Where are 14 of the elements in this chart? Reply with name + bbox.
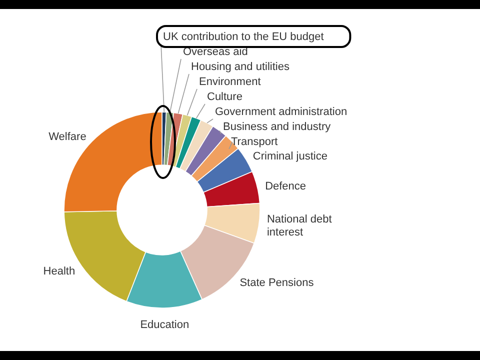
slice-label: Defence (265, 180, 306, 192)
slice-label: State Pensions (240, 277, 314, 290)
slice-label: Business and industry (223, 121, 332, 133)
slice-label: Government administration (215, 106, 348, 118)
slice-label: Culture (207, 91, 242, 103)
slice-label: UK contribution to the EU budget (163, 31, 324, 43)
slice-label: Criminal justice (252, 150, 328, 162)
slice-label: Health (43, 266, 76, 278)
slice-label: Environment (199, 76, 261, 88)
slice-label: Welfare (48, 130, 86, 143)
slice-label: Housing and utilities (191, 61, 290, 73)
slice-label: Education (140, 318, 190, 331)
slice-label: National debt interest (266, 214, 332, 239)
slice-label: Transport (231, 136, 278, 148)
